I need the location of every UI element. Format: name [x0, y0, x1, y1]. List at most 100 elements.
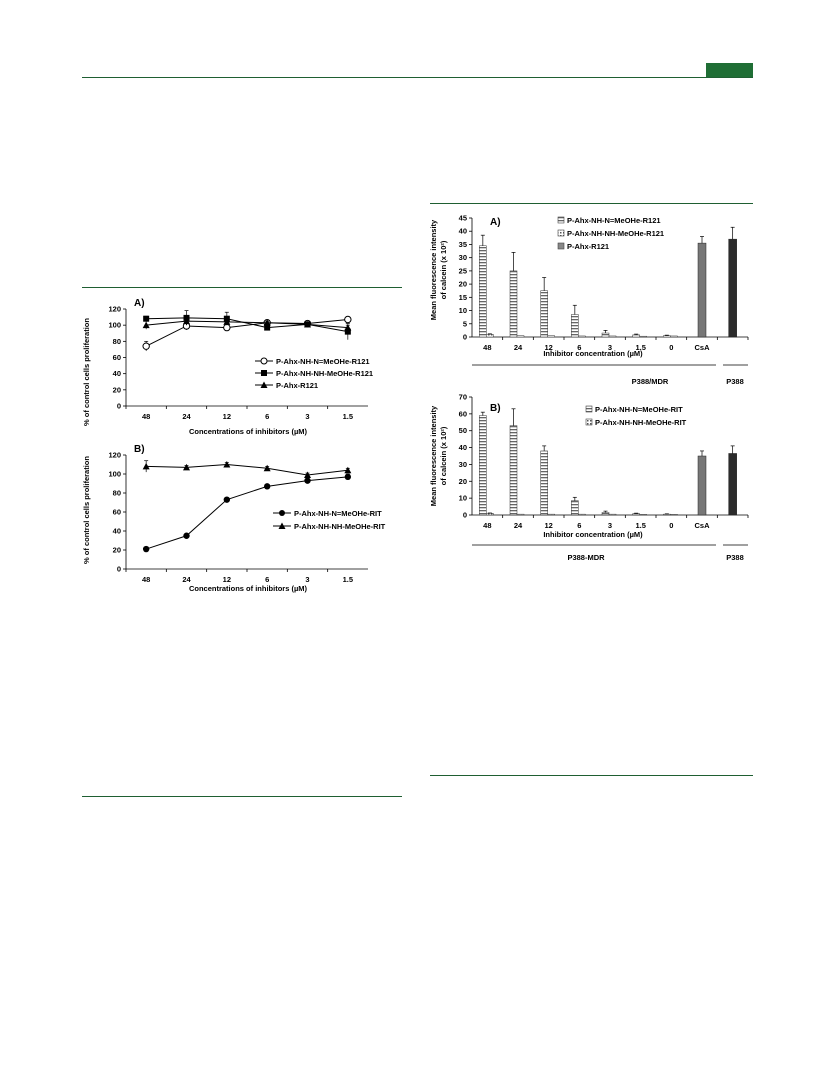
series-line [146, 476, 348, 550]
calcein-chart-a: Mean fluorescence intensity of calcein (… [429, 214, 749, 386]
bar [547, 513, 555, 516]
data-point [223, 318, 231, 325]
x-tick-label: CsA [694, 343, 710, 352]
dotted-swatch-icon [585, 418, 593, 426]
legend-item: P-Ahx-NH-N=MeOHe-R121 [557, 216, 661, 225]
x-tick-label: 3 [305, 575, 309, 584]
legend-label: P-Ahx-NH-NH-MeOHe-R121 [276, 369, 373, 378]
y-tick-label: 30 [459, 253, 467, 262]
dotted-swatch-icon [557, 229, 565, 237]
y-axis-label: Mean fluorescence intensity [429, 405, 438, 506]
x-tick-label: 0 [669, 343, 673, 352]
x-tick-label: 0 [669, 521, 673, 530]
legend-label: P-Ahx-R121 [567, 242, 609, 251]
y-axis-label-line2: of calcein (x 10²) [439, 426, 448, 485]
legend-item: P-Ahx-NH-N=MeOHe-RIT [585, 405, 683, 414]
x-tick-label: 6 [265, 412, 269, 421]
y-tick-label: 15 [459, 293, 467, 302]
y-tick-label: 60 [113, 353, 121, 362]
x-tick-label: 12 [223, 412, 231, 421]
striped-swatch-icon [585, 405, 593, 413]
data-point [344, 324, 352, 331]
legend-item: P-Ahx-NH-NH-MeOHe-R121 [557, 229, 664, 238]
figure-rule-left-bottom [82, 796, 402, 797]
data-point [344, 315, 352, 324]
bar [663, 335, 671, 338]
legend-label: P-Ahx-NH-N=MeOHe-R121 [567, 216, 661, 225]
legend: P-Ahx-NH-N=MeOHe-R121 P-Ahx-NH-NH-MeOHe-… [255, 357, 373, 390]
legend-item: P-Ahx-R121 [255, 381, 318, 390]
y-tick-label: 0 [117, 565, 121, 574]
y-tick-label: 20 [113, 385, 121, 394]
figure-rule-left-top [82, 287, 402, 288]
data-point [344, 328, 351, 335]
group-label: P388 [726, 377, 744, 386]
y-axis-label: % of control cells proliferation [82, 318, 91, 426]
x-tick-label: 1.5 [343, 412, 353, 421]
striped-swatch-icon [557, 216, 565, 224]
control-bar [728, 238, 737, 338]
x-axis-label: Concentrations of inhibitors (µM) [189, 584, 308, 593]
y-tick-label: 0 [463, 511, 467, 520]
bar [670, 335, 678, 338]
y-tick-label: 100 [108, 470, 121, 479]
data-point [223, 461, 231, 468]
bar [571, 314, 579, 338]
bar [670, 514, 678, 516]
y-axis-label-line2: of calcein (x 10²) [439, 240, 448, 299]
bar [578, 513, 586, 516]
bar [639, 514, 647, 516]
data-point [143, 315, 150, 322]
x-axis-label: Inhibitor concentration (µM) [543, 349, 643, 358]
triangle-marker-icon [278, 522, 286, 529]
data-point [142, 545, 150, 553]
x-tick-label: 24 [182, 575, 191, 584]
y-tick-label: 0 [463, 333, 467, 342]
x-tick-label: 6 [577, 521, 581, 530]
x-tick-label: 12 [544, 343, 552, 352]
panel-label: A) [490, 217, 501, 228]
legend: P-Ahx-NH-N=MeOHe-R121 P-Ahx-NH-NH-MeOHe-… [557, 216, 664, 251]
x-tick-label: 48 [483, 521, 491, 530]
y-tick-label: 35 [459, 240, 467, 249]
legend-label: P-Ahx-NH-N=MeOHe-RIT [294, 509, 382, 518]
data-point [304, 471, 311, 478]
x-tick-label: 6 [265, 575, 269, 584]
y-tick-label: 0 [117, 402, 121, 411]
legend-label: P-Ahx-NH-N=MeOHe-R121 [276, 357, 370, 366]
bar [639, 335, 647, 338]
y-tick-label: 30 [459, 460, 467, 469]
x-tick-label: 1.5 [635, 521, 645, 530]
bar [516, 335, 525, 338]
data-point [304, 477, 311, 484]
page-tab [706, 63, 753, 77]
bar [547, 335, 555, 338]
data-point [223, 323, 231, 332]
legend-label: P-Ahx-NH-NH-MeOHe-R121 [567, 229, 664, 238]
data-point [223, 496, 231, 503]
x-tick-label: 48 [142, 575, 150, 584]
plot-area: 0 10 20 30 40 50 60 70 48 24 12 6 3 1.5 0 CsA [459, 393, 749, 530]
y-tick-label: 120 [108, 451, 121, 460]
bar [540, 290, 548, 338]
y-tick-label: 120 [108, 305, 121, 314]
grey-swatch-icon [557, 242, 565, 250]
control-bar [697, 242, 707, 338]
y-tick-label: 50 [459, 426, 467, 435]
legend-item: P-Ahx-NH-NH-MeOHe-RIT [273, 522, 386, 531]
x-axis-label: Concentrations of inhibitors (µM) [189, 427, 308, 436]
y-axis-label: Mean fluorescence intensity [429, 219, 438, 320]
group-label: P388/MDR [632, 377, 669, 386]
x-tick-label: 48 [483, 343, 491, 352]
bar [509, 270, 518, 338]
x-tick-label: 24 [514, 343, 523, 352]
proliferation-chart-b: B) % of control cells proliferation Conc… [82, 444, 386, 593]
y-tick-label: 100 [108, 321, 121, 330]
circle-marker-icon [279, 510, 285, 516]
bar [479, 415, 487, 516]
legend: P-Ahx-NH-N=MeOHe-RIT P-Ahx-NH-NH-MeOHe-R… [273, 509, 386, 531]
series-line [146, 320, 348, 329]
data-point [263, 483, 271, 490]
x-tick-label: 1.5 [343, 575, 353, 584]
y-tick-label: 20 [459, 280, 467, 289]
